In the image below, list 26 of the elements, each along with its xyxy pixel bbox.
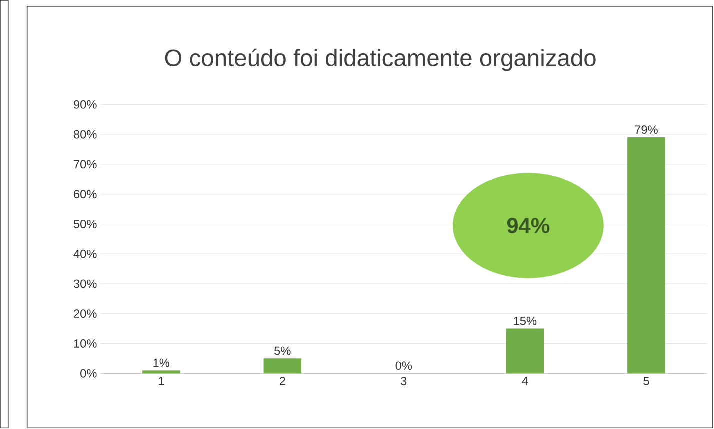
y-tick-label: 20% [74,310,97,318]
data-label: 15% [514,317,537,326]
x-tick-label: 3 [401,377,407,386]
y-tick-label: 30% [74,280,97,288]
y-tick-label: 70% [74,160,97,169]
x-tick-label: 5 [644,377,650,386]
annotation: 94% [507,218,550,234]
bar [142,370,180,374]
y-tick-label: 0% [80,370,97,378]
y-tick-label: 50% [74,220,97,229]
bar [628,138,666,374]
data-label: 1% [154,358,170,368]
x-tick-label: 4 [522,377,528,386]
y-tick-label: 10% [74,340,97,348]
data-label: 0% [396,362,412,370]
bar [506,328,544,374]
chart-title: O conteúdo foi didaticamente organizado [165,48,596,72]
data-label: 79% [635,126,658,134]
data-label: 5% [274,346,291,356]
bar [264,358,302,374]
y-tick-label: 90% [74,100,97,110]
y-tick-label: 60% [74,190,97,199]
x-tick-label: 2 [280,377,286,386]
y-tick-label: 80% [74,130,97,139]
y-tick-label: 40% [74,250,97,258]
x-tick-label: 1 [158,377,164,386]
